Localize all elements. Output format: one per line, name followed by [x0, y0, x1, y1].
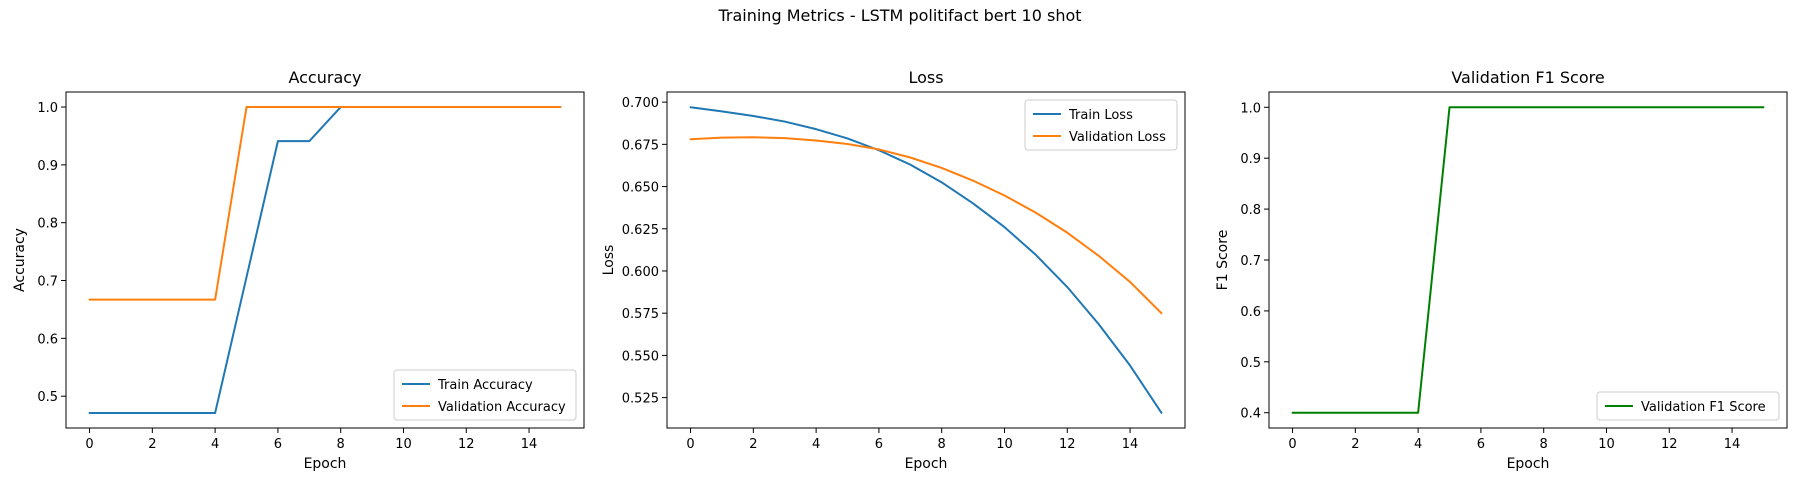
x-axis-label: Epoch	[1507, 456, 1550, 472]
y-tick-label: 0.525	[622, 392, 659, 407]
subplot-3: Validation F1 Score 0 2 4 6 8 10 12 14 0.4 0.5 0.6 0…	[1215, 68, 1788, 472]
legend: Train Accuracy Validation Accuracy	[393, 369, 577, 421]
y-axis-label: F1 Score	[1215, 230, 1231, 291]
x-tick-label: 4	[1414, 437, 1422, 452]
y-tick-label: 1.0	[1240, 101, 1261, 116]
x-tick-label: 8	[1540, 437, 1548, 452]
legend: Train Loss Validation Loss	[1024, 99, 1178, 151]
x-tick-label: 12	[1661, 437, 1678, 452]
y-tick-label: 0.9	[37, 159, 58, 174]
y-tick-label: 0.600	[622, 265, 659, 280]
subplot-title: Loss	[908, 68, 943, 87]
x-tick-label: 8	[938, 437, 946, 452]
y-tick-label: 0.6	[1240, 305, 1261, 320]
y-tick-label: 0.575	[622, 307, 659, 322]
y-tick-label: 0.625	[622, 223, 659, 238]
y-tick-label: 0.5	[1240, 356, 1261, 371]
y-tick-label: 1.0	[37, 101, 58, 116]
legend-label: Train Accuracy	[437, 378, 533, 393]
legend: Validation F1 Score	[1596, 391, 1780, 421]
subplot-title: Accuracy	[288, 68, 361, 87]
subplot-1: Accuracy 0 2 4 6 8 10 12 14 0.5 0.6 0.7 0.8 0.9 1.0 Epo…	[12, 68, 585, 472]
x-tick-label: 0	[85, 437, 93, 452]
subplot-2: Loss 0 2 4 6 8 10 12 14 0.525 0.550 0.575 0.600 0.625…	[601, 68, 1186, 472]
figure-suptitle: Training Metrics - LSTM politifact bert …	[718, 6, 1082, 25]
x-tick-label: 12	[458, 437, 475, 452]
legend-box	[1596, 391, 1780, 421]
y-tick-label: 0.7	[37, 275, 58, 290]
y-tick-label: 0.9	[1240, 152, 1261, 167]
y-tick-label: 0.8	[37, 217, 58, 232]
y-tick-label: 0.700	[622, 96, 659, 111]
x-tick-label: 6	[875, 437, 883, 452]
axes-frame	[666, 91, 1186, 429]
x-tick-label: 14	[1122, 437, 1139, 452]
y-tick-label: 0.8	[1240, 203, 1261, 218]
x-tick-label: 8	[337, 437, 345, 452]
y-axis-label: Accuracy	[12, 228, 28, 292]
axes-frame	[65, 91, 585, 429]
x-tick-label: 12	[1059, 437, 1076, 452]
x-tick-label: 6	[274, 437, 282, 452]
subplot-title: Validation F1 Score	[1451, 68, 1604, 87]
x-tick-label: 10	[1598, 437, 1615, 452]
series-line	[689, 106, 1163, 414]
x-tick-label: 6	[1477, 437, 1485, 452]
x-axis-label: Epoch	[304, 456, 347, 472]
y-tick-label: 0.5	[37, 390, 58, 405]
series-line	[689, 136, 1163, 315]
y-tick-label: 0.675	[622, 138, 659, 153]
legend-box	[393, 369, 577, 421]
y-tick-label: 0.650	[622, 181, 659, 196]
series-line	[88, 106, 562, 301]
y-tick-label: 0.6	[37, 332, 58, 347]
y-tick-label: 0.7	[1240, 254, 1261, 269]
series-line	[88, 106, 562, 414]
y-tick-label: 0.550	[622, 349, 659, 364]
x-tick-label: 14	[521, 437, 538, 452]
legend-label: Train Loss	[1068, 108, 1133, 123]
y-axis-label: Loss	[601, 245, 617, 276]
x-tick-label: 2	[1351, 437, 1359, 452]
x-tick-label: 10	[395, 437, 412, 452]
legend-label: Validation F1 Score	[1641, 400, 1766, 415]
legend-label: Validation Accuracy	[438, 400, 566, 415]
x-tick-label: 14	[1724, 437, 1741, 452]
legend-box	[1024, 99, 1178, 151]
legend-label: Validation Loss	[1069, 130, 1166, 145]
x-tick-label: 0	[1288, 437, 1296, 452]
x-tick-label: 4	[211, 437, 219, 452]
x-tick-label: 4	[812, 437, 820, 452]
x-tick-label: 2	[749, 437, 757, 452]
x-tick-label: 10	[996, 437, 1013, 452]
axes-frame	[1268, 91, 1788, 429]
x-tick-label: 2	[148, 437, 156, 452]
x-tick-label: 0	[686, 437, 694, 452]
y-tick-label: 0.4	[1240, 407, 1261, 422]
series-line	[1291, 106, 1765, 414]
x-axis-label: Epoch	[905, 456, 948, 472]
